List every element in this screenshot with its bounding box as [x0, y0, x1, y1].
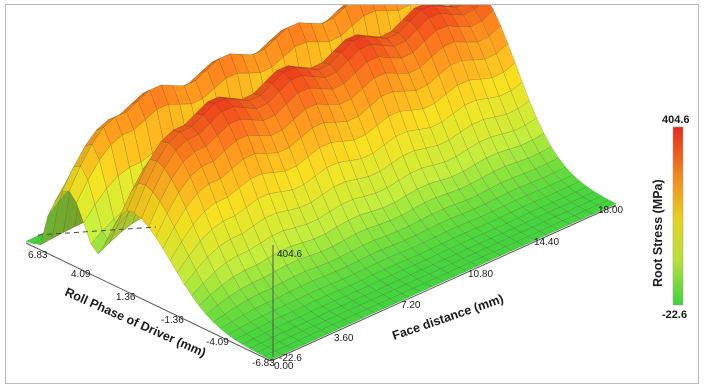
colorbar-min-label: -22.6 [662, 309, 687, 321]
x-axis-line [270, 204, 617, 362]
y-tick-1: 6.83 [28, 250, 48, 261]
surface-cell [481, 9, 502, 37]
surface-cell [448, 5, 462, 8]
surface-cell [395, 5, 411, 11]
surface-cell [413, 5, 434, 10]
surface-plot: 404.6 -22.6 6.83 4.09 1.36 -1.36 -4.09 -… [25, 5, 690, 372]
y-tick-2: 4.09 [71, 269, 91, 280]
surface-cell [474, 5, 494, 22]
hidden-back-edge [37, 226, 157, 236]
colorbar: 404.6 -22.6 Root Stress (MPa) [651, 114, 690, 321]
tick-labels: 404.6 -22.6 6.83 4.09 1.36 -1.36 -4.09 -… [28, 205, 623, 372]
axes [25, 204, 617, 362]
surface-cell [344, 5, 365, 27]
y-axis-line [25, 242, 272, 362]
x-tick-5: 14.40 [534, 237, 559, 248]
surface-cell [384, 5, 399, 12]
x-tick-3: 7.20 [401, 300, 421, 311]
x-tick-2: 3.60 [334, 333, 354, 344]
surface-cell [337, 5, 348, 11]
y-tick-5: -4.09 [206, 337, 229, 348]
z-tick-max: 404.6 [277, 249, 302, 260]
y-tick-3: 1.36 [116, 292, 136, 303]
x-tick-6: 18.00 [598, 205, 623, 216]
y-tick-4: -1.36 [161, 315, 184, 326]
surface-cell [496, 43, 516, 73]
colorbar-max-label: 404.6 [662, 114, 690, 126]
surface-cell [488, 25, 509, 55]
surface-cell [596, 199, 617, 210]
x-tick-4: 10.80 [468, 269, 493, 280]
colorbar-title: Root Stress (MPa) [651, 179, 665, 287]
x-tick-1: 0.00 [274, 361, 294, 372]
y-tick-6: -6.83 [252, 358, 275, 369]
z-tick-min: -22.6 [279, 353, 302, 364]
colorbar-strip [672, 126, 684, 306]
surface-cell [359, 5, 376, 17]
surface-cell [455, 5, 476, 16]
surface-cell [470, 5, 480, 10]
chart-frame: 404.6 -22.6 6.83 4.09 1.36 -1.36 -4.09 -… [5, 4, 699, 384]
